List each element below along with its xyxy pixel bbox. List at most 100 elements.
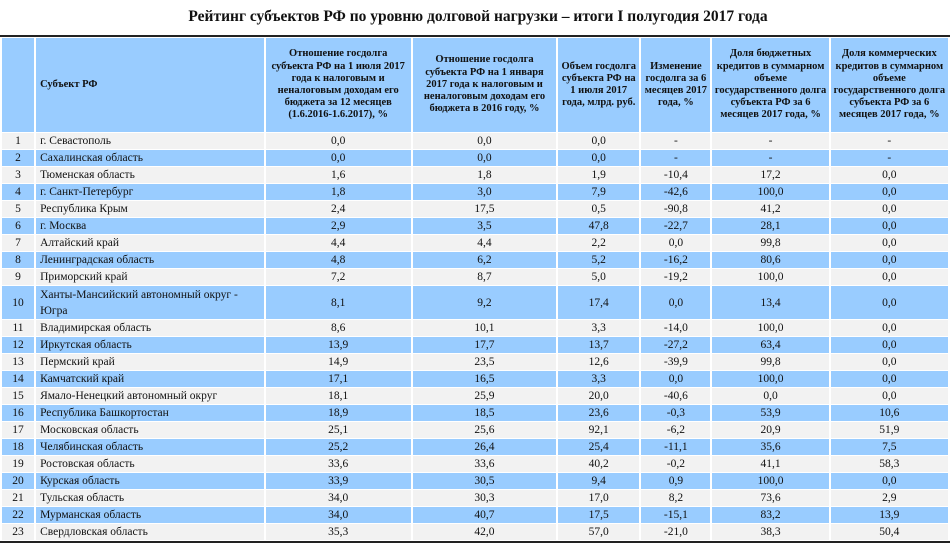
cell-subject: Курская область <box>36 473 264 489</box>
cell-debt-change: -42,6 <box>641 184 711 200</box>
cell-subject: г. Москва <box>36 218 264 234</box>
cell-rank: 19 <box>2 456 35 472</box>
cell-budget-loans-share: 100,0 <box>712 184 829 200</box>
cell-commercial-loans-share: - <box>830 150 948 166</box>
cell-subject: Тульская область <box>36 490 264 506</box>
table-row: 6 г. Москва 2,9 3,5 47,8 -22,7 28,1 0,0 <box>2 218 948 234</box>
cell-rank: 4 <box>2 184 35 200</box>
cell-rank: 20 <box>2 473 35 489</box>
cell-rank: 3 <box>2 167 35 183</box>
cell-debt-change: - <box>641 133 711 149</box>
table-row: 5 Республика Крым 2,4 17,5 0,5 -90,8 41,2 0,0 <box>2 201 948 217</box>
cell-debt-ratio-january: 4,4 <box>412 235 557 251</box>
cell-debt-ratio-january: 17,5 <box>412 201 557 217</box>
cell-subject: Сахалинская область <box>36 150 264 166</box>
cell-budget-loans-share: 20,9 <box>712 422 829 438</box>
cell-debt-volume: 3,3 <box>558 371 640 387</box>
cell-budget-loans-share: 100,0 <box>712 269 829 285</box>
cell-debt-change: -14,0 <box>641 320 711 336</box>
cell-debt-ratio-january: 23,5 <box>412 354 557 370</box>
column-header-debt-change: Изменение госдолга за 6 месяцев 2017 год… <box>641 38 711 132</box>
cell-commercial-loans-share: 0,0 <box>830 371 948 387</box>
cell-debt-change: -11,1 <box>641 439 711 455</box>
column-header-number <box>2 38 35 132</box>
cell-rank: 6 <box>2 218 35 234</box>
cell-debt-ratio-july: 2,9 <box>265 218 411 234</box>
table-row: 3 Тюменская область 1,6 1,8 1,9 -10,4 17,2 0,0 <box>2 167 948 183</box>
cell-debt-ratio-july: 25,2 <box>265 439 411 455</box>
cell-debt-volume: 2,2 <box>558 235 640 251</box>
table-row: 8 Ленинградская область 4,8 6,2 5,2 -16,2 80,6… <box>2 252 948 268</box>
cell-debt-change: -16,2 <box>641 252 711 268</box>
cell-debt-ratio-january: 26,4 <box>412 439 557 455</box>
cell-debt-volume: 0,0 <box>558 150 640 166</box>
cell-commercial-loans-share: 0,0 <box>830 354 948 370</box>
cell-subject: Пермский край <box>36 354 264 370</box>
cell-subject: Владимирская область <box>36 320 264 336</box>
cell-debt-ratio-january: 3,0 <box>412 184 557 200</box>
cell-rank: 8 <box>2 252 35 268</box>
cell-debt-volume: 9,4 <box>558 473 640 489</box>
cell-rank: 1 <box>2 133 35 149</box>
table-row: 2 Сахалинская область 0,0 0,0 0,0- - - <box>2 150 948 166</box>
cell-rank: 5 <box>2 201 35 217</box>
cell-debt-volume: 13,7 <box>558 337 640 353</box>
cell-debt-ratio-january: 17,7 <box>412 337 557 353</box>
cell-debt-ratio-july: 25,1 <box>265 422 411 438</box>
cell-debt-volume: 0,0 <box>558 133 640 149</box>
cell-commercial-loans-share: 51,9 <box>830 422 948 438</box>
cell-debt-volume: 25,4 <box>558 439 640 455</box>
cell-debt-ratio-january: 0,0 <box>412 133 557 149</box>
column-header-debt-ratio-january: Отношение госдолга субъекта РФ на 1 янва… <box>412 38 557 132</box>
cell-debt-ratio-july: 0,0 <box>265 133 411 149</box>
cell-rank: 17 <box>2 422 35 438</box>
cell-commercial-loans-share: 13,9 <box>830 507 948 523</box>
cell-commercial-loans-share: 0,0 <box>830 269 948 285</box>
cell-debt-ratio-january: 33,6 <box>412 456 557 472</box>
cell-debt-ratio-january: 1,8 <box>412 167 557 183</box>
cell-debt-ratio-january: 42,0 <box>412 524 557 540</box>
cell-debt-ratio-january: 18,5 <box>412 405 557 421</box>
column-header-subject: Субъект РФ <box>36 38 264 132</box>
table-row: 12 Иркутская область 13,9 17,7 13,7 -27,2 63,4… <box>2 337 948 353</box>
cell-rank: 11 <box>2 320 35 336</box>
cell-debt-change: -27,2 <box>641 337 711 353</box>
cell-rank: 14 <box>2 371 35 387</box>
cell-debt-volume: 7,9 <box>558 184 640 200</box>
cell-commercial-loans-share: 10,6 <box>830 405 948 421</box>
cell-debt-change: 0,0 <box>641 286 711 319</box>
cell-commercial-loans-share: 58,3 <box>830 456 948 472</box>
cell-subject: Ленинградская область <box>36 252 264 268</box>
cell-debt-ratio-july: 34,0 <box>265 507 411 523</box>
cell-commercial-loans-share: 0,0 <box>830 286 948 319</box>
cell-debt-volume: 23,6 <box>558 405 640 421</box>
cell-debt-ratio-july: 14,9 <box>265 354 411 370</box>
cell-rank: 13 <box>2 354 35 370</box>
column-header-debt-volume: Объем госдолга субъекта РФ на 1 июля 201… <box>558 38 640 132</box>
cell-debt-ratio-january: 25,9 <box>412 388 557 404</box>
cell-subject: Московская область <box>36 422 264 438</box>
cell-debt-volume: 17,0 <box>558 490 640 506</box>
cell-subject: Алтайский край <box>36 235 264 251</box>
table-row: 9 Приморский край 7,2 8,7 5,0 -19,2 100,0 0,0 <box>2 269 948 285</box>
cell-commercial-loans-share: 2,9 <box>830 490 948 506</box>
cell-debt-ratio-january: 40,7 <box>412 507 557 523</box>
cell-debt-change: 8,2 <box>641 490 711 506</box>
cell-budget-loans-share: 35,6 <box>712 439 829 455</box>
cell-budget-loans-share: 100,0 <box>712 320 829 336</box>
cell-commercial-loans-share: 0,0 <box>830 184 948 200</box>
cell-commercial-loans-share: 0,0 <box>830 337 948 353</box>
cell-debt-ratio-january: 30,3 <box>412 490 557 506</box>
cell-debt-change: -0,3 <box>641 405 711 421</box>
column-header-budget-loans-share: Доля бюджетных кредитов в суммарном объе… <box>712 38 829 132</box>
cell-debt-ratio-july: 17,1 <box>265 371 411 387</box>
cell-subject: Свердловская область <box>36 524 264 540</box>
cell-debt-ratio-july: 7,2 <box>265 269 411 285</box>
cell-debt-change: - <box>641 150 711 166</box>
cell-rank: 15 <box>2 388 35 404</box>
cell-debt-ratio-january: 3,5 <box>412 218 557 234</box>
table-header-row: Субъект РФ Отношение госдолга субъекта Р… <box>2 38 948 132</box>
cell-subject: Приморский край <box>36 269 264 285</box>
cell-budget-loans-share: 100,0 <box>712 371 829 387</box>
cell-subject: Ростовская область <box>36 456 264 472</box>
